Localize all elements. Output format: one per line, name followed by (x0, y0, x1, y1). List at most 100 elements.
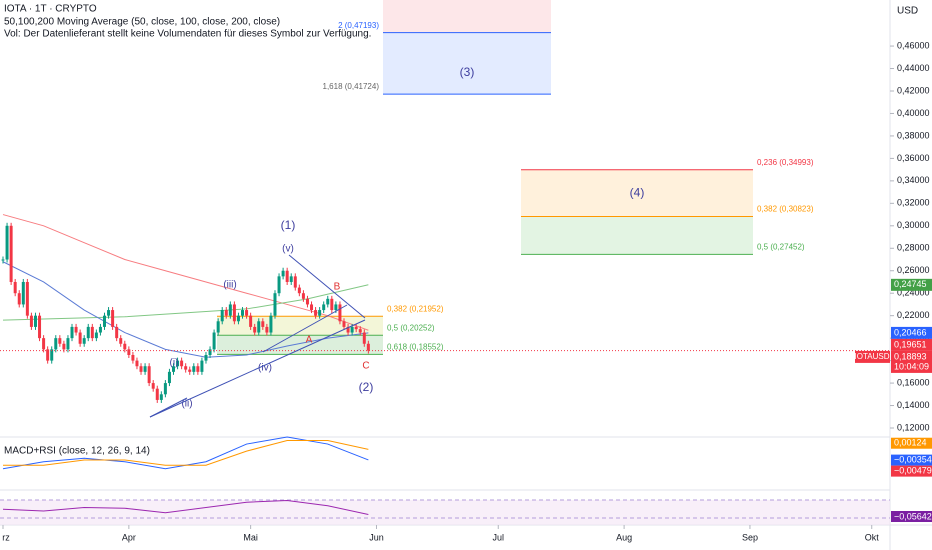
fib-label: 0,382 (0,21952) (387, 304, 444, 313)
wave-label: (4) (630, 186, 645, 200)
candle (159, 394, 163, 400)
candle (192, 366, 196, 372)
price-tag-label: 0,24745 (894, 279, 927, 289)
y-tick-label: 0,26000 (897, 265, 930, 275)
fib-fill (521, 169, 753, 217)
candle (17, 293, 21, 305)
x-tick-label: Jun (369, 532, 384, 542)
candle (167, 371, 171, 384)
y-tick-label: 0,30000 (897, 220, 930, 230)
candle (13, 281, 17, 294)
candle (127, 349, 131, 355)
vol-legend: Vol: Der Datenlieferant stellt keine Vol… (4, 29, 371, 40)
candle (208, 349, 212, 355)
y-tick-label: 0,12000 (897, 422, 930, 432)
candle (50, 349, 54, 361)
trendline (149, 397, 188, 418)
candle (326, 298, 330, 305)
x-tick-label: Mai (243, 532, 258, 542)
trendline (149, 319, 366, 418)
candle (123, 343, 127, 350)
fib-fill (217, 316, 383, 336)
candle (273, 293, 277, 316)
fib-label: 0,5 (0,27452) (757, 243, 805, 252)
candle (289, 276, 293, 282)
ma-legend: 50,100,200 Moving Average (50, close, 10… (4, 17, 280, 28)
macd-tag-label: 0,00124 (894, 438, 927, 448)
macd-tag-label: −0,00479 (894, 465, 932, 475)
moving-average (2, 261, 369, 358)
candle (107, 310, 111, 316)
wave-label: (v) (282, 244, 294, 255)
y-tick-label: 0,36000 (897, 153, 930, 163)
candle (184, 366, 188, 370)
y-tick-label: 0,40000 (897, 108, 930, 118)
fib-fill (383, 0, 551, 33)
y-tick-label: 0,34000 (897, 175, 930, 185)
y-tick-label: 0,44000 (897, 63, 930, 73)
candle (220, 310, 224, 322)
fib-fill (383, 32, 551, 95)
candle (261, 321, 265, 327)
fib-label: 0,5 (0,20252) (387, 323, 435, 332)
candle (362, 332, 366, 344)
candle (86, 326, 90, 339)
price-tag (891, 278, 932, 291)
candle (232, 304, 236, 322)
y-tick-label: 0,22000 (897, 310, 930, 320)
macd-line (3, 440, 369, 466)
wave-label: (iii) (223, 280, 236, 291)
candle (277, 276, 281, 294)
candle (54, 338, 58, 350)
price-tag (891, 326, 932, 339)
candle (281, 270, 285, 277)
candle (354, 326, 358, 330)
wave-label: (3) (460, 65, 475, 79)
x-tick-label: rz (2, 532, 10, 542)
candle (143, 366, 147, 372)
candle (66, 338, 70, 350)
candle (46, 349, 50, 361)
candle (241, 310, 245, 316)
candle (25, 281, 29, 316)
candle (172, 366, 176, 372)
candle (62, 343, 66, 350)
candle (334, 304, 338, 311)
y-tick-label: 0,24000 (897, 288, 930, 298)
moving-average (2, 284, 369, 321)
wave-label: A (306, 335, 313, 346)
macd-tag (891, 437, 932, 449)
price-tag (891, 350, 932, 373)
x-tick-label: Jul (493, 532, 505, 542)
candle (318, 310, 322, 316)
wave-label: (iv) (258, 363, 272, 374)
candle (224, 310, 228, 316)
candle (119, 338, 123, 344)
candle (38, 315, 42, 339)
fib-label: 0,236 (0,34993) (757, 158, 814, 167)
rsi-tag-label: −0,05642 (894, 511, 932, 521)
wave-label: (ii) (181, 399, 192, 410)
fib-label: 1,618 (0,41724) (323, 82, 380, 91)
candle (346, 326, 350, 333)
candle (163, 383, 167, 395)
candle (176, 360, 180, 367)
candle (94, 332, 98, 339)
wave-label: C (362, 361, 369, 372)
candle (155, 388, 159, 400)
candle (115, 326, 119, 339)
candle (78, 332, 82, 344)
fib-fill (521, 216, 753, 255)
candle (314, 310, 318, 316)
wave-label: B (334, 282, 341, 293)
candle (342, 321, 346, 327)
candle (188, 369, 192, 372)
fib-fill (217, 335, 383, 355)
candle (305, 298, 309, 305)
macd-tag (891, 465, 932, 477)
candle (228, 304, 232, 316)
candle (253, 326, 257, 333)
currency: USD (897, 6, 918, 17)
macd-tag (891, 454, 932, 466)
